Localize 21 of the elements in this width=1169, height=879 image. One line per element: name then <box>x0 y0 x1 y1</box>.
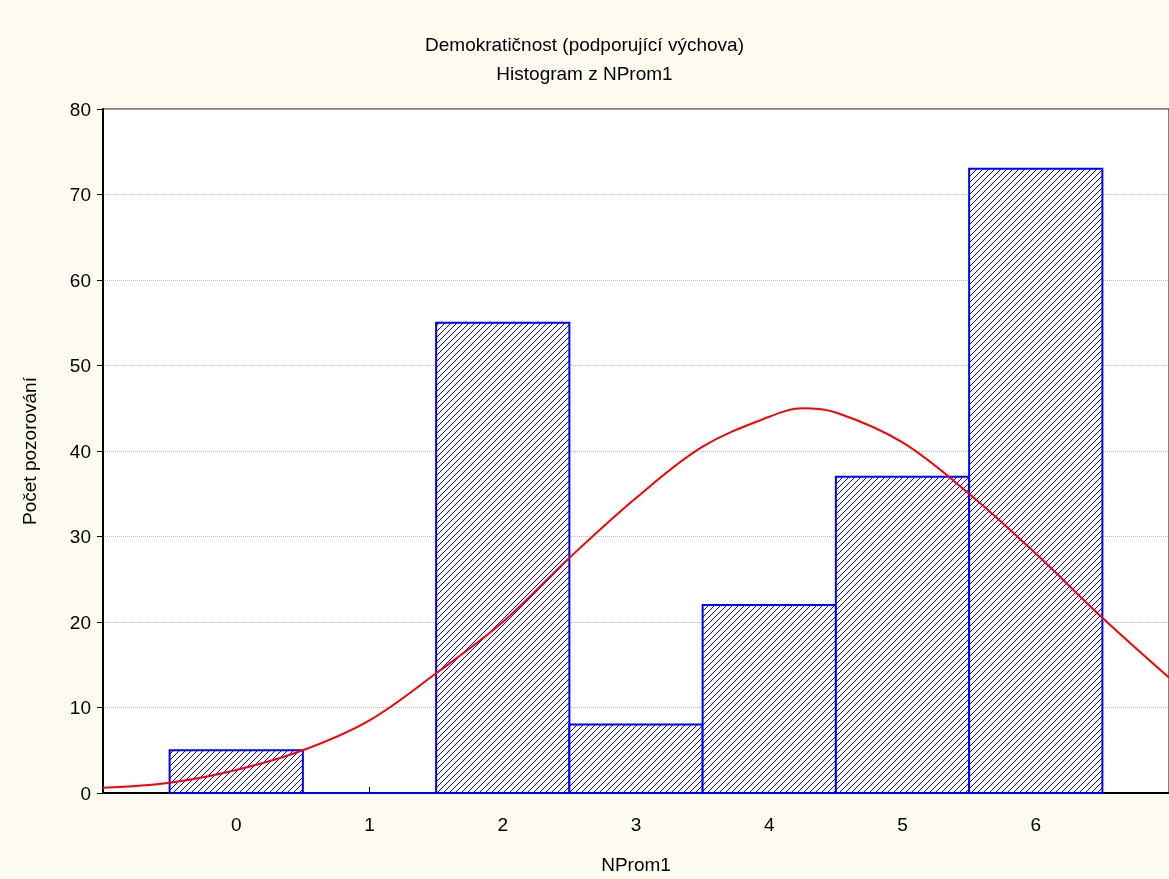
y-tick-label: 40 <box>69 440 91 462</box>
x-tick-label: 2 <box>497 814 509 835</box>
y-tick-label: 80 <box>69 98 91 120</box>
y-tick-label: 30 <box>69 526 91 547</box>
x-tick-label: 1 <box>364 814 375 835</box>
y-axis-title: Počet pozorování <box>19 376 40 525</box>
x-tick-label: 6 <box>1030 814 1042 835</box>
y-tick-label: 70 <box>69 184 91 205</box>
y-tick-label: 0 <box>80 782 91 804</box>
y-tick-label: 20 <box>69 611 91 633</box>
x-axis-title: NProm1 <box>601 854 671 875</box>
x-tick-label: 5 <box>897 814 908 835</box>
x-tick-label: 3 <box>630 814 642 835</box>
x-tick-label: 0 <box>230 814 242 835</box>
chart-title: Demokratičnost (podporující výchova) <box>425 34 744 55</box>
x-tick-label: 4 <box>763 814 775 835</box>
y-tick-label: 50 <box>69 355 91 376</box>
y-tick-label: 10 <box>69 697 91 718</box>
y-tick-label: 60 <box>69 269 91 291</box>
chart-subtitle: Histogram z NProm1 <box>496 63 673 84</box>
line-series <box>102 407 1169 789</box>
